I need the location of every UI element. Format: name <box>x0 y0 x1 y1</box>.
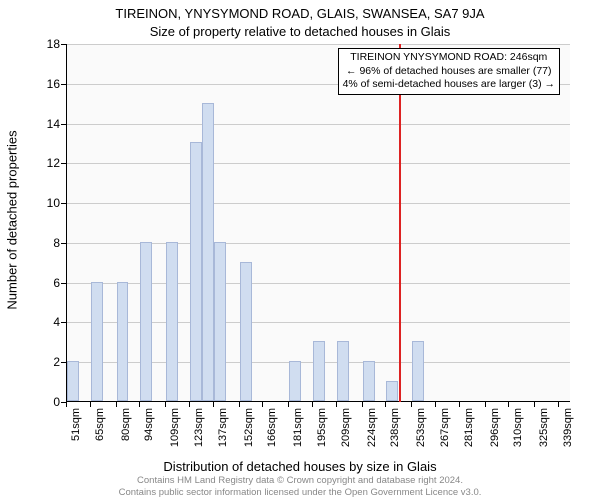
grid-line <box>67 44 570 45</box>
grid-line <box>67 124 570 125</box>
footer-line2: Contains public sector information licen… <box>0 487 600 498</box>
x-tick-mark <box>139 402 140 407</box>
x-tick-mark <box>558 402 559 407</box>
x-tick-label: 267sqm <box>439 408 451 447</box>
annotation-line2: ← 96% of detached houses are smaller (77… <box>343 65 555 79</box>
x-tick-label: 238sqm <box>389 408 401 447</box>
x-tick-mark <box>288 402 289 407</box>
x-tick-mark <box>385 402 386 407</box>
x-tick-label: 310sqm <box>512 408 524 447</box>
histogram-bar <box>386 381 398 401</box>
y-tick-mark <box>61 44 66 45</box>
footer-text: Contains HM Land Registry data © Crown c… <box>0 475 600 498</box>
y-tick-mark <box>61 163 66 164</box>
x-tick-label: 137sqm <box>217 408 229 447</box>
histogram-bar <box>190 142 202 401</box>
x-tick-mark <box>90 402 91 407</box>
y-tick-label: 16 <box>36 77 60 91</box>
histogram-bar <box>166 242 178 401</box>
y-tick-label: 2 <box>36 355 60 369</box>
histogram-bar <box>337 341 349 401</box>
y-tick-label: 10 <box>36 196 60 210</box>
x-tick-mark <box>459 402 460 407</box>
page-subtitle: Size of property relative to detached ho… <box>0 24 600 39</box>
x-tick-mark <box>213 402 214 407</box>
histogram-bar <box>67 361 79 401</box>
y-tick-label: 18 <box>36 37 60 51</box>
y-tick-mark <box>61 203 66 204</box>
y-tick-label: 0 <box>36 395 60 409</box>
y-tick-label: 4 <box>36 315 60 329</box>
x-tick-label: 65sqm <box>94 408 106 441</box>
page-title: TIREINON, YNYSYMOND ROAD, GLAIS, SWANSEA… <box>0 6 600 21</box>
footer-line1: Contains HM Land Registry data © Crown c… <box>0 475 600 486</box>
x-tick-mark <box>508 402 509 407</box>
y-tick-mark <box>61 283 66 284</box>
grid-line <box>67 163 570 164</box>
x-tick-mark <box>336 402 337 407</box>
x-tick-mark <box>189 402 190 407</box>
x-tick-label: 209sqm <box>340 408 352 447</box>
x-tick-label: 94sqm <box>143 408 155 441</box>
chart-plot-area <box>66 44 570 402</box>
y-tick-label: 14 <box>36 117 60 131</box>
y-tick-mark <box>61 84 66 85</box>
x-tick-mark <box>362 402 363 407</box>
y-tick-label: 6 <box>36 276 60 290</box>
y-tick-label: 8 <box>36 236 60 250</box>
y-tick-mark <box>61 124 66 125</box>
x-tick-label: 224sqm <box>366 408 378 447</box>
histogram-bar <box>202 103 214 401</box>
y-tick-mark <box>61 322 66 323</box>
annotation-line3: 4% of semi-detached houses are larger (3… <box>343 78 555 92</box>
y-axis-label: Number of detached properties <box>5 130 20 309</box>
histogram-bar <box>412 341 424 401</box>
histogram-bar <box>363 361 375 401</box>
x-tick-mark <box>411 402 412 407</box>
x-tick-label: 80sqm <box>120 408 132 441</box>
x-tick-mark <box>534 402 535 407</box>
x-tick-mark <box>435 402 436 407</box>
histogram-bar <box>289 361 301 401</box>
histogram-bar <box>140 242 152 401</box>
y-tick-mark <box>61 243 66 244</box>
x-tick-label: 166sqm <box>266 408 278 447</box>
x-tick-mark <box>485 402 486 407</box>
histogram-bar <box>91 282 103 401</box>
x-axis-label: Distribution of detached houses by size … <box>0 459 600 474</box>
x-tick-label: 152sqm <box>243 408 255 447</box>
x-tick-mark <box>116 402 117 407</box>
reference-line <box>399 44 401 402</box>
x-tick-label: 181sqm <box>292 408 304 447</box>
annotation-box: TIREINON YNYSYMOND ROAD: 246sqm ← 96% of… <box>338 48 560 95</box>
x-tick-label: 51sqm <box>70 408 82 441</box>
x-tick-mark <box>239 402 240 407</box>
annotation-line1: TIREINON YNYSYMOND ROAD: 246sqm <box>343 51 555 65</box>
x-tick-label: 325sqm <box>538 408 550 447</box>
x-tick-label: 109sqm <box>169 408 181 447</box>
x-tick-mark <box>262 402 263 407</box>
x-tick-label: 195sqm <box>316 408 328 447</box>
histogram-bar <box>214 242 226 401</box>
x-tick-label: 296sqm <box>489 408 501 447</box>
x-tick-mark <box>165 402 166 407</box>
x-tick-mark <box>66 402 67 407</box>
histogram-bar <box>240 262 252 401</box>
histogram-bar <box>117 282 129 401</box>
x-tick-label: 253sqm <box>415 408 427 447</box>
x-tick-label: 339sqm <box>562 408 574 447</box>
y-tick-label: 12 <box>36 156 60 170</box>
y-tick-mark <box>61 362 66 363</box>
grid-line <box>67 203 570 204</box>
histogram-bar <box>313 341 325 401</box>
x-tick-mark <box>312 402 313 407</box>
x-tick-label: 123sqm <box>193 408 205 447</box>
x-tick-label: 281sqm <box>463 408 475 447</box>
